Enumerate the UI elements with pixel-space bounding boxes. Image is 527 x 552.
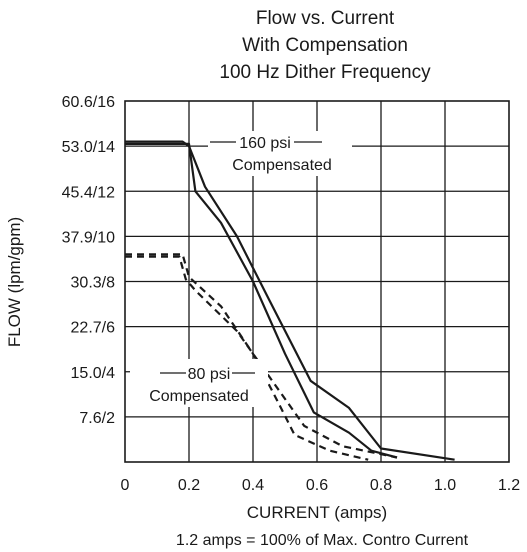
annotation-80-psi: 80 psi Compensated xyxy=(130,359,268,407)
y-axis-ticks: 7.6/2 15.0/4 22.7/6 30.3/8 37.9/10 45.4/12 53.… xyxy=(62,94,115,427)
y-tick-label-5: 45.4/12 xyxy=(62,184,115,201)
x-tick-label-5: 1.0 xyxy=(434,477,456,494)
x-axis-ticks: 0 0.2 0.4 0.6 0.8 1.0 1.2 xyxy=(121,477,521,494)
y-tick-label-4: 37.9/10 xyxy=(62,229,115,246)
chart-title-line-3: 100 Hz Dither Frequency xyxy=(219,62,431,83)
annotation-160-psi-line-1: 160 psi xyxy=(239,135,291,152)
series-80-psi-dashed-2 xyxy=(125,255,398,459)
plot-frame xyxy=(124,100,510,463)
y-axis-label: FLOW (lpm/gpm) xyxy=(5,217,24,347)
y-tick-label-7: 60.6/16 xyxy=(62,94,115,111)
chart-title-line-2: With Compensation xyxy=(242,35,408,56)
x-tick-label-6: 1.2 xyxy=(498,477,520,494)
y-tick-label-6: 53.0/14 xyxy=(62,139,115,156)
annotation-80-psi-line-2: Compensated xyxy=(149,388,249,405)
x-tick-label-1: 0.2 xyxy=(178,477,200,494)
y-tick-label-2: 22.7/6 xyxy=(71,320,116,337)
series-160-psi-solid-0 xyxy=(125,140,455,461)
series-160-psi-solid-1 xyxy=(125,142,398,459)
y-tick-label-0: 7.6/2 xyxy=(79,410,115,427)
y-tick-label-1: 15.0/4 xyxy=(71,365,116,382)
annotation-80-psi-line-1: 80 psi xyxy=(188,366,231,383)
x-tick-label-3: 0.6 xyxy=(306,477,328,494)
annotation-160-psi-line-2: Compensated xyxy=(232,157,332,174)
y-tick-label-3: 30.3/8 xyxy=(71,275,116,292)
x-tick-label-2: 0.4 xyxy=(242,477,264,494)
x-axis-label: CURRENT (amps) xyxy=(247,503,387,522)
chart-title-line-1: Flow vs. Current xyxy=(256,8,395,29)
footnote: 1.2 amps = 100% of Max. Contro Current xyxy=(176,532,469,549)
x-tick-label-4: 0.8 xyxy=(370,477,392,494)
series-80-psi-dashed-3 xyxy=(125,253,369,461)
x-tick-label-0: 0 xyxy=(121,477,130,494)
data-series xyxy=(125,140,455,461)
annotation-160-psi: 160 psi Compensated xyxy=(208,131,352,176)
